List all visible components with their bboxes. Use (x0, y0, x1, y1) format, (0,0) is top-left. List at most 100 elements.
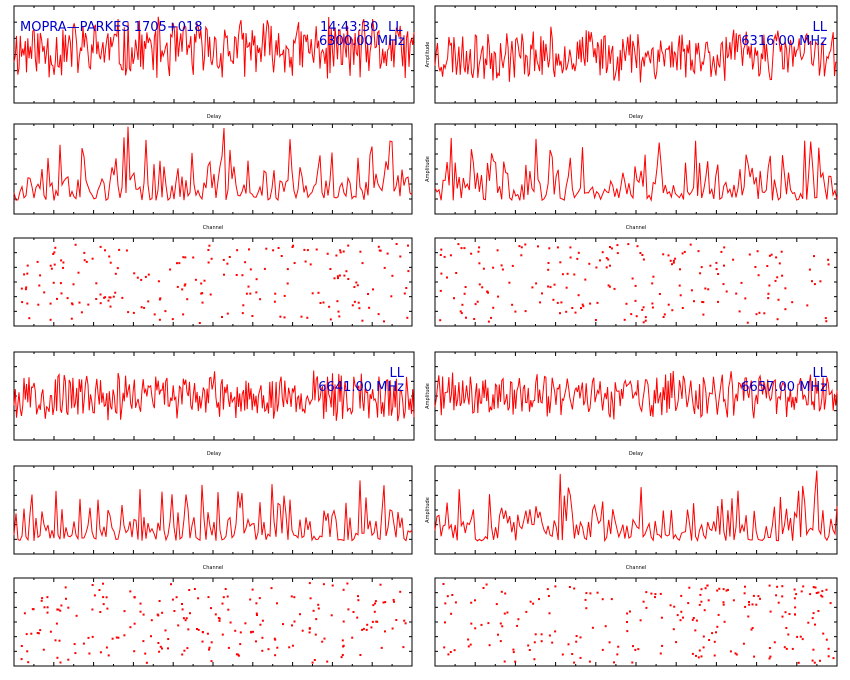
data-point (676, 614, 679, 617)
data-point (28, 317, 31, 320)
data-point (470, 601, 473, 604)
data-point (139, 610, 142, 613)
data-point (221, 602, 224, 605)
plot-frame (434, 237, 838, 327)
data-point (196, 628, 198, 630)
data-point (329, 318, 332, 321)
data-point (534, 633, 537, 636)
data-point (95, 298, 98, 300)
phase-points (20, 582, 407, 664)
data-point (353, 300, 356, 303)
data-point (698, 649, 701, 652)
chart-panel-p4: Channel Amplitude (425, 123, 838, 231)
data-point (439, 254, 442, 256)
data-point (750, 628, 753, 631)
data-point (671, 263, 673, 266)
data-point (787, 633, 790, 636)
data-point (142, 640, 145, 643)
data-point (784, 308, 787, 311)
data-point (108, 296, 111, 299)
data-point (291, 624, 293, 627)
data-point (393, 600, 395, 603)
data-point (641, 254, 644, 256)
data-point (460, 247, 463, 250)
data-point (177, 624, 180, 627)
data-point (208, 648, 210, 651)
data-point (330, 614, 333, 617)
data-point (825, 638, 828, 641)
data-point (800, 590, 803, 593)
data-point (46, 611, 49, 614)
data-point (613, 287, 616, 290)
data-point (404, 622, 407, 625)
data-point (717, 300, 719, 303)
data-point (273, 637, 276, 640)
data-point (175, 596, 178, 599)
data-point (644, 319, 647, 322)
data-point (372, 288, 374, 291)
data-point (767, 292, 770, 295)
data-point (336, 300, 339, 303)
data-point (585, 592, 588, 595)
data-point (132, 311, 135, 314)
data-point (308, 631, 311, 634)
data-point (531, 286, 534, 289)
data-point (249, 292, 252, 295)
data-point (672, 261, 675, 264)
data-point (221, 633, 224, 636)
data-point (439, 319, 442, 322)
data-point (38, 284, 41, 287)
data-point (150, 635, 152, 638)
data-point (817, 610, 820, 612)
data-point (797, 661, 800, 664)
data-point (454, 601, 457, 604)
chart-panel-p11 (13, 577, 413, 667)
data-point (314, 633, 317, 636)
data-point (39, 274, 42, 277)
data-point (56, 608, 59, 611)
data-point (136, 276, 139, 279)
data-point (244, 261, 247, 264)
data-point (70, 317, 73, 320)
data-point (793, 588, 796, 591)
data-point (88, 652, 91, 655)
data-point (200, 282, 203, 285)
data-point (707, 288, 710, 291)
data-point (182, 256, 185, 259)
data-point (444, 621, 446, 624)
data-point (345, 270, 348, 273)
data-point (267, 648, 270, 651)
data-point (234, 629, 237, 632)
data-point (700, 266, 703, 269)
data-point (808, 268, 811, 271)
axis-ticks (13, 465, 413, 555)
data-point (497, 633, 499, 636)
data-point (457, 243, 460, 246)
data-point (140, 306, 143, 309)
data-point (115, 636, 118, 639)
data-point (49, 302, 52, 305)
data-point (652, 275, 655, 278)
data-point (144, 275, 147, 278)
data-point (315, 618, 318, 621)
data-point (127, 311, 130, 314)
plot-frame (13, 351, 415, 441)
header-frequency-label: 6300.00 MHz (319, 34, 405, 49)
data-point (768, 284, 771, 287)
data-point (708, 639, 711, 641)
data-point (311, 292, 314, 295)
data-point (573, 273, 576, 276)
data-point (104, 296, 107, 299)
data-point (237, 653, 240, 656)
data-point (347, 278, 350, 280)
data-point (561, 273, 564, 276)
data-point (53, 263, 56, 266)
data-point (171, 318, 174, 321)
data-point (813, 661, 816, 664)
data-point (109, 261, 112, 264)
data-point (99, 651, 102, 654)
data-point (781, 274, 784, 277)
data-point (259, 298, 262, 301)
data-point (37, 632, 40, 635)
